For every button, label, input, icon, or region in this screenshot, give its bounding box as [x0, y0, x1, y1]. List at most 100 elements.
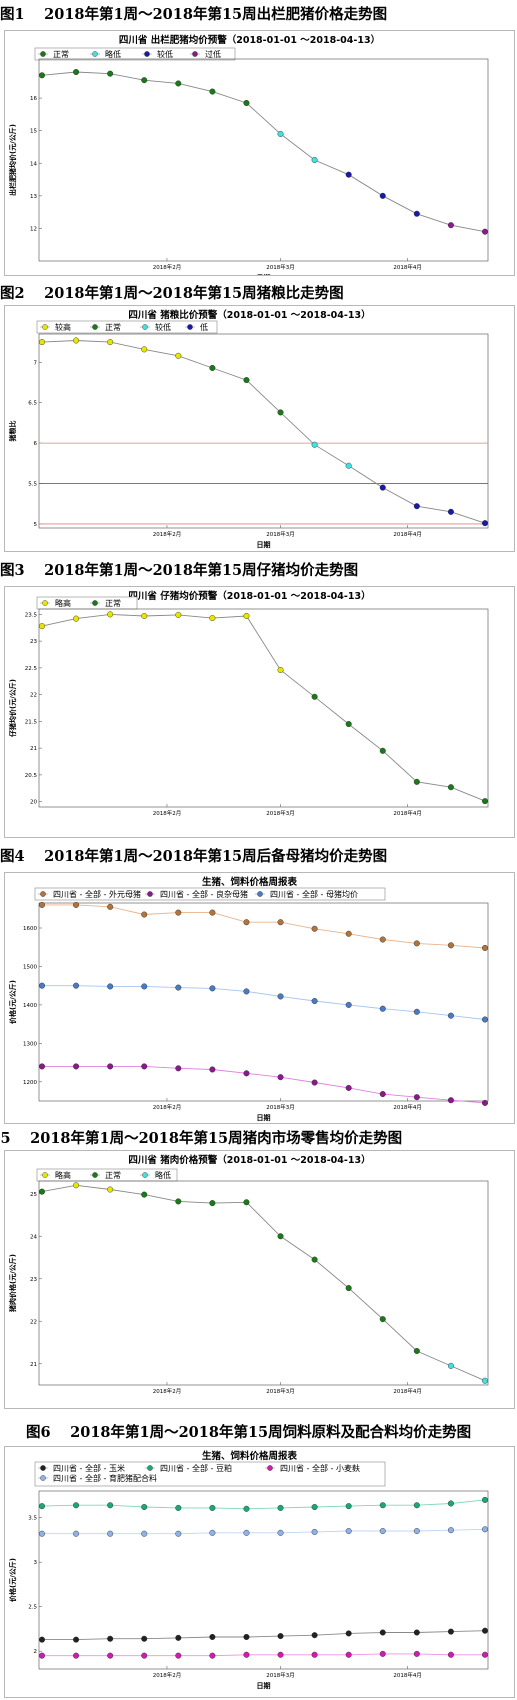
x-tick-label: 2018年2月 — [153, 1103, 182, 1111]
chart-title: 四川省 仔猪均价预警（2018-01-01 ～2018-04-13） — [128, 590, 370, 602]
y-tick-label: 14 — [30, 161, 37, 167]
x-tick-label: 2018年3月 — [266, 530, 295, 538]
y-axis-label: 仔猪均价(元/公斤) — [8, 679, 17, 737]
legend-marker — [42, 324, 48, 330]
series-line — [42, 985, 486, 1020]
y-tick-label: 1500 — [23, 964, 37, 970]
y-tick-label: 21 — [30, 1362, 37, 1368]
legend-marker — [142, 1172, 148, 1178]
legend-box — [36, 320, 218, 334]
data-point — [277, 1233, 284, 1240]
legend-box — [36, 596, 138, 610]
x-tick-label: 2018年4月 — [393, 1103, 422, 1111]
data-point — [141, 1191, 148, 1198]
chart-panel-3: 四川省 仔猪均价预警（2018-01-01 ～2018-04-13） 略高 正常 20… — [4, 586, 515, 838]
data-point — [209, 909, 216, 916]
data-point — [311, 1079, 318, 1086]
series-line — [41, 340, 486, 524]
data-point — [39, 1503, 46, 1510]
legend-label: 四川省 - 全部 - 玉米 — [53, 1463, 125, 1473]
plot-area — [38, 333, 489, 529]
data-point — [311, 693, 318, 700]
x-tick-label: 2018年2月 — [153, 530, 182, 538]
data-point — [209, 1529, 216, 1536]
chart-title: 四川省 猪粮比价预警（2018-01-01 ～2018-04-13） — [128, 309, 370, 321]
data-point — [39, 623, 46, 630]
legend-box — [34, 1461, 386, 1487]
legend-label: 四川省 - 全部 - 外元母猪 — [53, 889, 141, 899]
data-point — [39, 1530, 46, 1537]
series-line — [42, 904, 486, 949]
data-point — [243, 1633, 250, 1640]
chart-panel-2: 四川省 猪粮比价预警（2018-01-01 ～2018-04-13） 较高 正常 较低… — [4, 305, 515, 552]
data-point — [379, 747, 386, 754]
legend-marker — [147, 1465, 153, 1471]
data-point — [413, 210, 420, 217]
data-point — [277, 1504, 284, 1511]
series-line — [41, 1499, 486, 1510]
data-point — [243, 1529, 250, 1536]
legend-label: 低 — [200, 322, 208, 332]
plot-area — [38, 608, 489, 808]
data-point — [413, 778, 420, 785]
data-point — [345, 1285, 352, 1292]
data-point — [175, 984, 182, 991]
data-point — [379, 1316, 386, 1323]
y-tick-label: 3.5 — [28, 1516, 37, 1522]
data-point — [243, 377, 250, 384]
legend-marker — [40, 51, 46, 57]
data-point — [277, 1633, 284, 1640]
data-point — [73, 1063, 80, 1070]
x-tick-label: 2018年3月 — [266, 263, 295, 271]
legend-label: 四川省 - 全部 - 豆粕 — [160, 1463, 232, 1473]
legend-box — [34, 887, 386, 901]
data-point — [209, 1066, 216, 1073]
figure-3-heading: 图3 2018年第1周～2018年第15周仔猪均价走势图 — [0, 562, 359, 579]
y-tick-label: 21 — [30, 746, 37, 752]
legend-label: 略高 — [55, 598, 71, 608]
data-point — [413, 1650, 420, 1657]
data-point — [107, 1652, 114, 1659]
x-axis-label: 日期 — [257, 540, 271, 549]
x-tick-label: 2018年2月 — [153, 809, 182, 817]
data-point — [447, 1012, 454, 1019]
data-point — [39, 982, 46, 989]
data-point — [175, 1530, 182, 1537]
data-point — [209, 364, 216, 371]
chart-panel-4: 生猪、饲料价格周报表 四川省 - 全部 - 外元母猪 四川省 - 全部 - 良杂母猪… — [4, 872, 515, 1124]
legend-label: 过低 — [205, 49, 221, 59]
x-axis-label: 日期 — [257, 273, 271, 275]
data-point — [175, 1652, 182, 1659]
data-point — [175, 611, 182, 618]
figure-1-heading: 图1 2018年第1周～2018年第15周出栏肥猪价格走势图 — [0, 6, 388, 23]
data-point — [73, 982, 80, 989]
data-point — [482, 798, 489, 805]
plot-area — [38, 1490, 489, 1670]
legend-label: 正常 — [105, 323, 121, 332]
y-tick-label: 3 — [34, 1560, 38, 1566]
data-point — [175, 1504, 182, 1511]
data-point — [379, 1502, 386, 1509]
data-point — [243, 1199, 250, 1206]
data-point — [107, 1635, 114, 1642]
y-tick-label: 16 — [30, 96, 37, 102]
y-tick-label: 12 — [30, 226, 37, 232]
y-tick-label: 5.5 — [28, 482, 37, 488]
data-point — [209, 1200, 216, 1207]
data-point — [447, 942, 454, 949]
data-point — [209, 615, 216, 622]
data-point — [379, 936, 386, 943]
series-line — [42, 1528, 486, 1535]
data-point — [243, 612, 250, 619]
data-point — [277, 130, 284, 137]
data-point — [447, 784, 454, 791]
legend-marker — [42, 600, 48, 606]
data-point — [141, 1530, 148, 1537]
y-tick-label: 23.5 — [25, 612, 38, 618]
data-point — [311, 1651, 318, 1658]
chart-title: 四川省 猪肉价格预警（2018-01-01 ～2018-04-13） — [128, 1154, 370, 1166]
legend-marker — [40, 891, 46, 897]
data-point — [482, 1526, 489, 1533]
data-point — [413, 1629, 420, 1636]
data-point — [345, 171, 352, 178]
